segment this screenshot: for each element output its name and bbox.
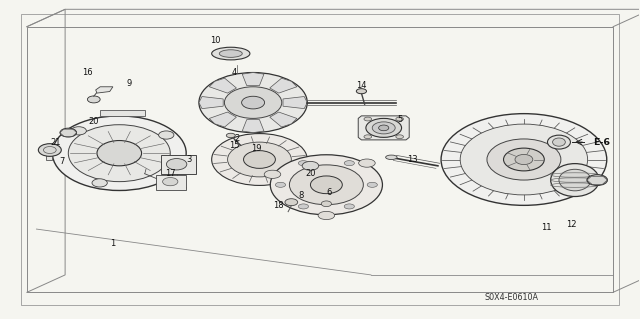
Ellipse shape [552, 138, 565, 146]
Ellipse shape [587, 175, 607, 185]
Text: 20: 20 [88, 117, 99, 126]
Ellipse shape [356, 89, 367, 94]
Polygon shape [283, 97, 307, 109]
Text: 14: 14 [356, 81, 367, 90]
Ellipse shape [547, 135, 570, 149]
Ellipse shape [166, 159, 187, 170]
Polygon shape [199, 97, 223, 109]
Ellipse shape [396, 135, 403, 139]
Ellipse shape [358, 159, 375, 167]
Ellipse shape [227, 133, 236, 138]
Ellipse shape [159, 131, 174, 139]
Text: E-6: E-6 [593, 137, 610, 147]
Ellipse shape [38, 144, 61, 156]
Polygon shape [209, 112, 236, 127]
Ellipse shape [285, 199, 298, 206]
Ellipse shape [379, 125, 389, 131]
Text: 19: 19 [251, 144, 262, 153]
Polygon shape [161, 155, 196, 174]
Ellipse shape [275, 182, 285, 187]
Polygon shape [100, 110, 145, 116]
Ellipse shape [550, 164, 599, 197]
Ellipse shape [228, 142, 291, 177]
Text: 15: 15 [228, 141, 239, 150]
Polygon shape [156, 175, 186, 189]
Text: 9: 9 [126, 79, 131, 88]
Ellipse shape [298, 204, 308, 209]
Ellipse shape [242, 96, 264, 109]
Ellipse shape [321, 201, 332, 207]
Text: 18: 18 [273, 201, 284, 210]
Ellipse shape [289, 165, 364, 205]
Ellipse shape [310, 176, 342, 194]
Polygon shape [242, 72, 264, 85]
Ellipse shape [97, 141, 141, 166]
Ellipse shape [298, 161, 308, 166]
Ellipse shape [372, 122, 395, 134]
Polygon shape [269, 78, 297, 93]
Ellipse shape [364, 135, 372, 139]
Ellipse shape [344, 161, 355, 166]
Ellipse shape [364, 117, 372, 121]
Text: 1: 1 [110, 239, 116, 248]
Ellipse shape [92, 179, 108, 187]
Ellipse shape [52, 116, 186, 190]
Ellipse shape [367, 182, 378, 187]
Text: 8: 8 [298, 191, 303, 200]
Text: 2: 2 [234, 134, 240, 144]
Ellipse shape [71, 127, 86, 135]
Ellipse shape [68, 125, 170, 182]
Ellipse shape [344, 204, 355, 209]
Ellipse shape [212, 47, 250, 60]
Ellipse shape [515, 154, 533, 165]
Text: 12: 12 [566, 220, 577, 229]
Ellipse shape [199, 72, 307, 133]
Ellipse shape [244, 151, 275, 168]
Ellipse shape [225, 87, 282, 118]
Ellipse shape [460, 124, 588, 195]
Ellipse shape [441, 114, 607, 205]
Ellipse shape [220, 50, 243, 57]
Polygon shape [242, 120, 264, 133]
Ellipse shape [366, 118, 401, 137]
Text: 11: 11 [541, 223, 552, 232]
Polygon shape [269, 112, 297, 127]
Text: 20: 20 [305, 169, 316, 178]
Ellipse shape [386, 155, 397, 160]
Ellipse shape [302, 161, 319, 170]
Polygon shape [46, 147, 52, 160]
Text: 5: 5 [397, 115, 403, 124]
Polygon shape [209, 78, 236, 93]
Text: 10: 10 [210, 36, 220, 45]
Ellipse shape [270, 155, 383, 215]
Ellipse shape [264, 170, 281, 178]
Ellipse shape [60, 128, 77, 137]
Ellipse shape [88, 96, 100, 103]
Polygon shape [96, 87, 113, 93]
Text: 7: 7 [60, 157, 65, 166]
Ellipse shape [163, 178, 178, 186]
Text: 13: 13 [407, 155, 418, 164]
Text: 16: 16 [82, 68, 93, 77]
Text: 17: 17 [165, 169, 175, 178]
Ellipse shape [396, 117, 403, 121]
Text: 4: 4 [231, 68, 237, 77]
Text: S0X4-E0610A: S0X4-E0610A [484, 293, 538, 301]
Ellipse shape [212, 134, 307, 185]
Text: 3: 3 [187, 155, 192, 164]
Ellipse shape [504, 148, 544, 171]
Ellipse shape [487, 139, 561, 180]
Polygon shape [358, 116, 409, 140]
Ellipse shape [318, 211, 335, 219]
Ellipse shape [559, 169, 591, 191]
Text: 21: 21 [51, 137, 61, 147]
Text: 6: 6 [327, 188, 332, 197]
